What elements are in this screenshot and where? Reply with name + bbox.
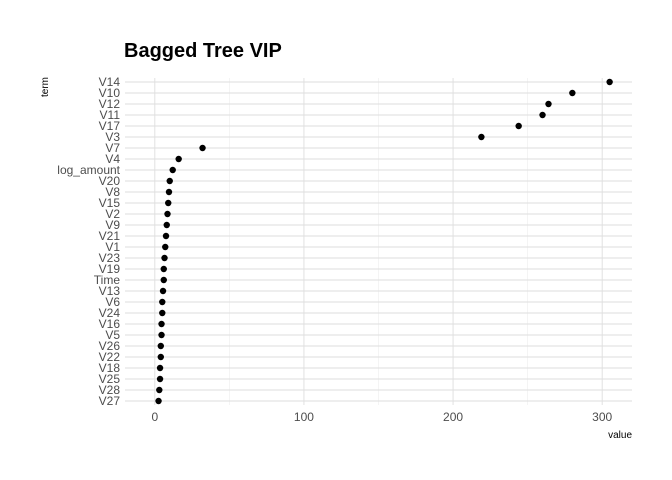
- data-point-V16: [158, 320, 165, 328]
- data-point-V10: [569, 89, 576, 97]
- y-tick-label: V9: [105, 218, 120, 232]
- data-point-V20: [166, 177, 173, 185]
- data-point-V14: [606, 78, 613, 86]
- y-tick-labels: V14V10V12V11V17V3V7V4log_amountV20V8V15V…: [57, 75, 120, 408]
- y-tick-label: V23: [99, 251, 121, 265]
- y-axis-title: term: [40, 77, 51, 97]
- y-tick-label: V14: [99, 75, 121, 89]
- data-point-V2: [164, 210, 171, 218]
- y-tick-label: V25: [99, 372, 121, 386]
- y-tick-label: V5: [105, 328, 120, 342]
- data-point-Time: [160, 276, 167, 284]
- data-point-V13: [159, 287, 167, 295]
- data-point-V23: [161, 254, 168, 262]
- y-tick-label: V17: [99, 119, 121, 133]
- y-tick-label: V22: [99, 350, 121, 364]
- data-point-V7: [199, 144, 206, 152]
- y-tick-label: V21: [99, 229, 121, 243]
- data-point-V26: [157, 342, 164, 350]
- grid: [125, 78, 632, 405]
- y-tick-label: V6: [105, 295, 120, 309]
- y-tick-label: V11: [100, 108, 121, 122]
- y-tick-label: V26: [99, 339, 121, 353]
- y-tick-label: V24: [99, 306, 121, 320]
- y-tick-label: V8: [105, 185, 120, 199]
- data-point-V27: [155, 397, 162, 405]
- x-axis-title: value: [608, 430, 632, 441]
- data-point-V9: [163, 221, 170, 229]
- data-point-V28: [156, 386, 163, 394]
- data-point-V5: [158, 331, 165, 339]
- y-tick-label: log_amount: [57, 163, 120, 177]
- data-point-V17: [515, 122, 522, 130]
- data-point-V3: [478, 133, 485, 141]
- y-tick-label: V1: [105, 240, 120, 254]
- data-point-V8: [165, 188, 173, 196]
- y-tick-label: V15: [99, 196, 121, 210]
- data-point-V25: [156, 375, 164, 383]
- data-point-V21: [162, 232, 170, 240]
- y-tick-label: V12: [99, 97, 121, 111]
- y-tick-label: V27: [99, 394, 121, 408]
- y-tick-label: V13: [99, 284, 121, 298]
- data-point-V19: [160, 265, 167, 273]
- y-tick-label: V10: [99, 86, 121, 100]
- y-tick-label: V28: [99, 383, 121, 397]
- data-point-V15: [165, 199, 172, 207]
- data-point-V22: [157, 353, 164, 361]
- x-tick-label: 100: [294, 410, 314, 424]
- y-tick-label: V4: [105, 152, 120, 166]
- data-point-V4: [175, 155, 182, 163]
- data-point-log_amount: [169, 166, 176, 174]
- x-tick-label: 200: [443, 410, 463, 424]
- x-tick-label: 0: [151, 410, 158, 424]
- y-tick-label: V18: [99, 361, 121, 375]
- chart-title: Bagged Tree VIP: [124, 40, 282, 62]
- y-tick-label: Time: [94, 273, 121, 287]
- y-tick-label: V19: [99, 262, 121, 276]
- x-tick-label: 300: [592, 410, 612, 424]
- data-point-V11: [539, 111, 546, 119]
- data-point-V12: [545, 100, 552, 108]
- data-point-V24: [159, 309, 166, 317]
- y-tick-label: V7: [105, 141, 120, 155]
- data-point-V6: [159, 298, 166, 306]
- y-tick-label: V16: [99, 317, 121, 331]
- y-tick-label: V2: [105, 207, 120, 221]
- x-tick-labels: 0 100 200 300: [151, 410, 612, 424]
- y-tick-label: V20: [99, 174, 121, 188]
- y-tick-label: V3: [105, 130, 120, 144]
- data-point-V18: [156, 364, 164, 372]
- data-point-V1: [162, 243, 169, 251]
- data-points: [155, 78, 613, 405]
